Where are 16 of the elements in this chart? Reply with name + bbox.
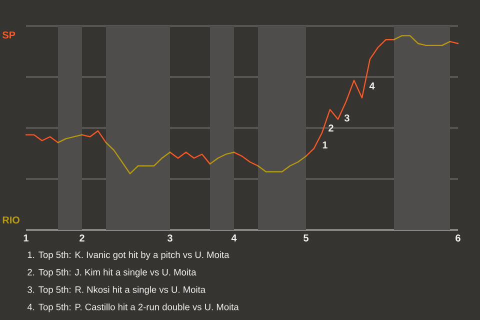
text: RIO (2, 216, 20, 224)
x-tick-label: 3 (167, 234, 172, 242)
x-tick-label: 4 (231, 234, 237, 242)
annotation: 3 (344, 114, 350, 122)
text: SP (2, 31, 16, 39)
text: 1. Top 5th: K. Ivanic got hit by a pitch vs U. Moita (28, 251, 230, 260)
text: 2. Top 5th: J. Kim hit a single vs U. Moita (28, 268, 196, 278)
annotation: 1 (322, 142, 328, 148)
x-tick-label: 2 (80, 234, 84, 242)
x-tick-label: 5 (304, 234, 308, 242)
text: 4. Top 5th: P. Castillo hit a 2-run double vs U. Moita (27, 303, 239, 312)
x-tick-label: 6 (456, 234, 460, 242)
annotation: 4 (369, 82, 375, 90)
text: 3. Top 5th: R. Nkosi hit a single vs U. Moita (28, 286, 206, 295)
annotation: 2 (328, 124, 334, 132)
x-tick-label: 1 (24, 234, 28, 242)
